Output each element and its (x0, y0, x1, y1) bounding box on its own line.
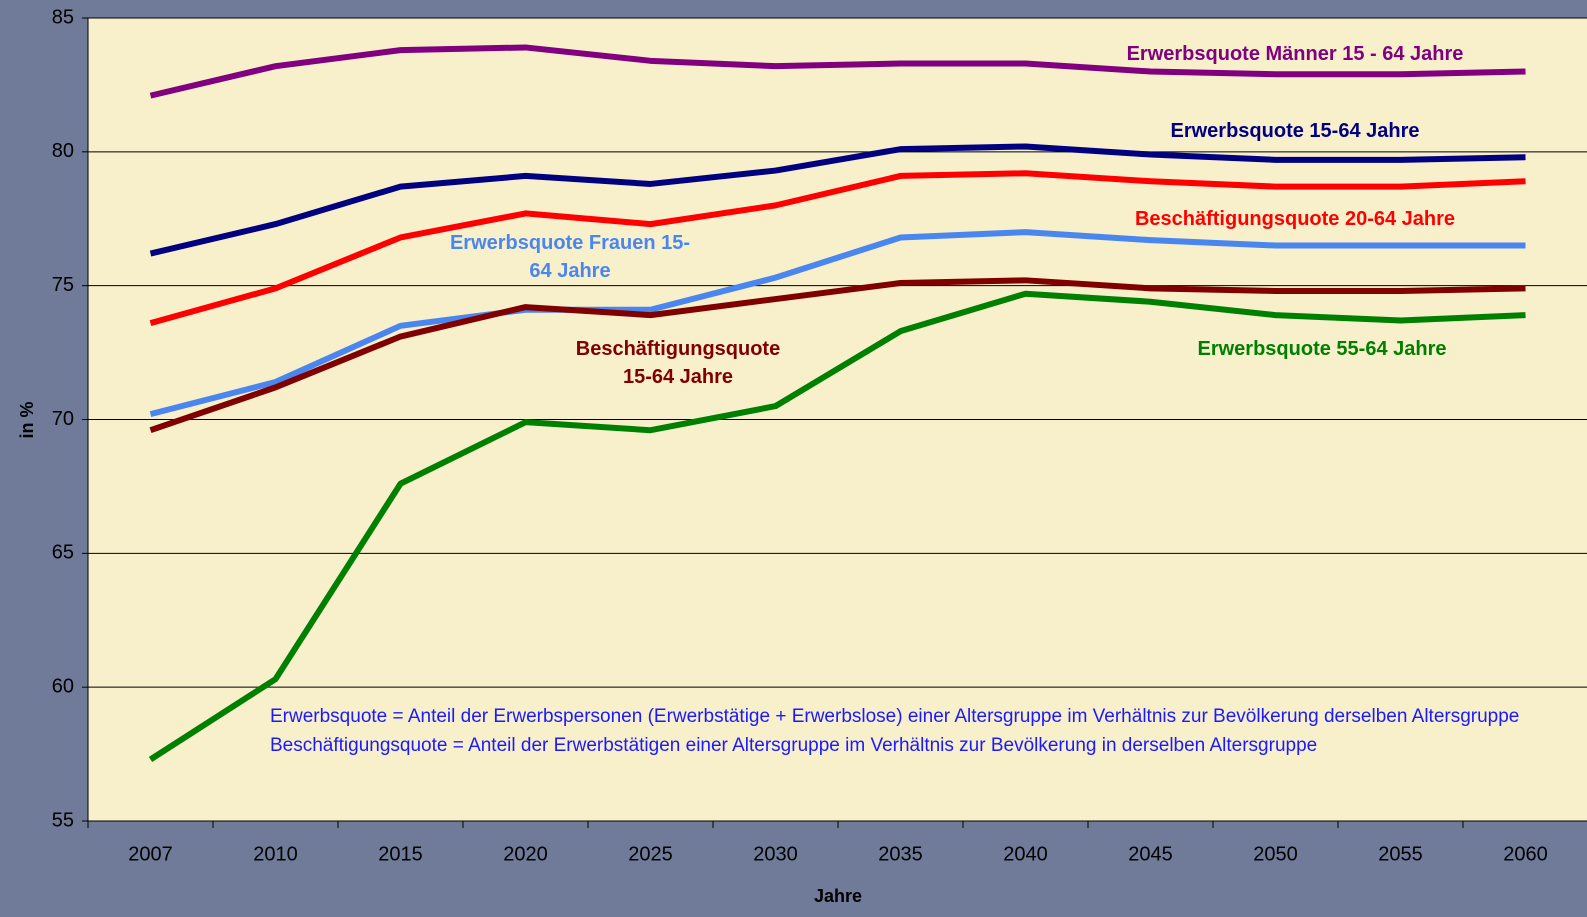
series-line (149, 277, 1526, 434)
x-tick-label: 2045 (1128, 843, 1173, 865)
x-tick-label: 2040 (1003, 843, 1048, 865)
y-tick-label: 70 (52, 408, 74, 430)
x-tick-label: 2050 (1253, 843, 1298, 865)
series-label: Erwerbsquote 15-64 Jahre (1170, 120, 1420, 142)
x-tick-label: 2035 (878, 843, 923, 865)
y-tick-label: 85 (52, 6, 74, 28)
notes: Erwerbsquote = Anteil der Erwerbspersone… (270, 702, 1545, 760)
x-tick-label: 2010 (253, 843, 298, 865)
series-line (148, 290, 1526, 762)
series-label: Erwerbsquote Männer 15 - 64 Jahre (1126, 43, 1464, 65)
series-line (149, 229, 1526, 418)
y-tick-label: 75 (52, 274, 74, 296)
x-tick-label: 2020 (503, 843, 548, 865)
x-tick-label: 2025 (628, 843, 673, 865)
x-axis-label: Jahre (814, 886, 862, 906)
series-label: Beschäftigungsquote 15-64 Jahre (575, 338, 781, 388)
series-line (149, 44, 1526, 99)
note: Erwerbsquote = Anteil der Erwerbspersone… (270, 706, 1520, 727)
y-tick-label: 60 (52, 675, 74, 697)
x-tick-label: 2030 (753, 843, 798, 865)
y-tick-label: 55 (52, 809, 74, 831)
y-axis-label: in % (17, 401, 37, 438)
x-tick-label: 2007 (128, 843, 173, 865)
series-label: Erwerbsquote 55-64 Jahre (1197, 338, 1447, 360)
x-tick-label: 2060 (1503, 843, 1548, 865)
series-line (149, 170, 1526, 327)
series-label: Beschäftigungsquote 20-64 Jahre (1134, 208, 1456, 230)
x-tick-label: 2055 (1378, 843, 1423, 865)
y-tick-label: 65 (52, 542, 74, 564)
y-tick-label: 80 (52, 140, 74, 162)
x-tick-label: 2015 (378, 843, 423, 865)
note: Beschäftigungsquote = Anteil der Erwerbs… (270, 735, 1318, 756)
series-label: Erwerbsquote Frauen 15-64 Jahre (449, 232, 691, 282)
series-line (149, 143, 1526, 257)
